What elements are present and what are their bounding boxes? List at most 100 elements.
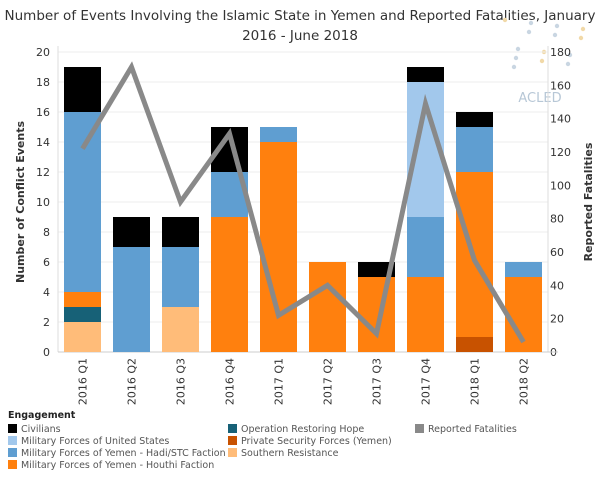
x-tick-label: 2017 Q3 xyxy=(371,358,384,405)
acled-watermark: ACLED xyxy=(518,91,561,106)
watermark-dot xyxy=(526,29,532,35)
y-tick-label: 16 xyxy=(36,106,50,119)
legend-item: Civilians xyxy=(8,424,61,436)
watermark-dot xyxy=(528,20,534,26)
y2-tick-label: 40 xyxy=(550,279,564,292)
bar-segment xyxy=(260,127,297,142)
watermark-dot xyxy=(552,32,558,38)
legend-swatch xyxy=(8,436,17,445)
y-tick-label: 4 xyxy=(43,286,50,299)
bar-segment xyxy=(64,322,101,352)
y-tick-label: 10 xyxy=(36,196,50,209)
legend-swatch xyxy=(8,460,17,469)
legend-label: Civilians xyxy=(21,424,61,435)
bar-segment xyxy=(64,112,101,292)
bar-segment xyxy=(211,217,248,352)
legend-label: Military Forces of United States xyxy=(21,436,170,447)
y-tick-label: 20 xyxy=(36,46,50,59)
legend-label: Southern Resistance xyxy=(241,448,339,459)
y2-tick-label: 140 xyxy=(550,113,571,126)
bar-segment xyxy=(113,247,150,352)
bar-segment xyxy=(505,262,542,277)
watermark-dot xyxy=(567,52,573,58)
y-tick-label: 14 xyxy=(36,136,50,149)
watermark-dot xyxy=(539,58,545,64)
bar-segment xyxy=(309,262,346,352)
watermark-dot xyxy=(515,46,521,52)
legend-item: Private Security Forces (Yemen) xyxy=(228,436,392,448)
y2-tick-label: 80 xyxy=(550,213,564,226)
bar-segment xyxy=(407,67,444,82)
bar-segment xyxy=(260,142,297,352)
y2-tick-label: 20 xyxy=(550,313,564,326)
bar-segment xyxy=(64,292,101,307)
x-tick-label: 2017 Q2 xyxy=(322,358,335,405)
watermark-dot xyxy=(565,61,571,67)
watermark-dot xyxy=(554,23,560,29)
x-tick-label: 2018 Q2 xyxy=(518,358,531,405)
legend-swatch xyxy=(415,424,424,433)
legend-label: Military Forces of Yemen - Houthi Factio… xyxy=(21,460,215,471)
watermark-dot xyxy=(502,17,508,23)
legend-swatch xyxy=(228,436,237,445)
x-tick-label: 2018 Q1 xyxy=(469,358,482,405)
y-tick-label: 8 xyxy=(43,226,50,239)
y2-tick-label: 160 xyxy=(550,79,571,92)
y2-tick-label: 60 xyxy=(550,246,564,259)
legend-swatch xyxy=(8,448,17,457)
legend: Engagement Civilians Military Forces of U… xyxy=(8,410,517,471)
bar-segment xyxy=(456,112,493,127)
y-axis-label: Number of Conflict Events xyxy=(14,121,27,283)
watermark-dot xyxy=(511,64,517,70)
legend-item: Operation Restoring Hope xyxy=(228,424,364,436)
bar-segment xyxy=(64,67,101,112)
y2-tick-label: 180 xyxy=(550,46,571,59)
legend-item: Military Forces of United States xyxy=(8,436,169,448)
watermark-dot xyxy=(580,26,586,32)
x-tick-label: 2016 Q2 xyxy=(126,358,139,405)
y-tick-label: 0 xyxy=(43,346,50,359)
y2-tick-label: 120 xyxy=(550,146,571,159)
bar-segment xyxy=(162,247,199,307)
y-tick-label: 2 xyxy=(43,316,50,329)
legend-item: Military Forces of Yemen - Hadi/STC Fact… xyxy=(8,448,226,460)
bar-segment xyxy=(407,277,444,352)
x-tick-label: 2017 Q1 xyxy=(273,358,286,405)
legend-label: Private Security Forces (Yemen) xyxy=(241,436,392,447)
chart-title: Number of Events Involving the Islamic S… xyxy=(0,6,600,46)
y-tick-label: 6 xyxy=(43,256,50,269)
legend-item: Reported Fatalities xyxy=(415,424,517,436)
x-tick-label: 2016 Q4 xyxy=(224,358,237,405)
legend-label: Reported Fatalities xyxy=(428,424,517,435)
legend-item: Military Forces of Yemen - Houthi Factio… xyxy=(8,460,214,472)
legend-swatch xyxy=(228,448,237,457)
y-tick-label: 18 xyxy=(36,76,50,89)
chart-svg: ACLED02468101214161820020406080100120140… xyxy=(14,17,595,405)
bar-segment xyxy=(358,277,395,352)
watermark-dot xyxy=(578,35,584,41)
x-tick-label: 2016 Q3 xyxy=(175,358,188,405)
x-tick-label: 2017 Q4 xyxy=(420,358,433,405)
x-tick-label: 2016 Q1 xyxy=(77,358,90,405)
bar-segment xyxy=(358,262,395,277)
legend-title: Engagement xyxy=(8,410,76,421)
bar-segment xyxy=(162,307,199,352)
legend-label: Military Forces of Yemen - Hadi/STC Fact… xyxy=(21,448,226,459)
y2-tick-label: 100 xyxy=(550,179,571,192)
legend-swatch xyxy=(228,424,237,433)
bar-segment xyxy=(456,337,493,352)
legend-label: Operation Restoring Hope xyxy=(241,424,365,435)
legend-swatch xyxy=(8,424,17,433)
bar-segment xyxy=(456,127,493,172)
bar-segment xyxy=(162,217,199,247)
chart-title-line-2: 2016 - June 2018 xyxy=(242,28,358,44)
y-tick-label: 12 xyxy=(36,166,50,179)
legend-item: Southern Resistance xyxy=(228,448,338,460)
bar-segment xyxy=(113,217,150,247)
fatalities-line xyxy=(80,61,526,344)
bar-segment xyxy=(64,307,101,322)
y2-axis-label: Reported Fatalities xyxy=(582,142,595,261)
chart-title-line-1: Number of Events Involving the Islamic S… xyxy=(4,8,596,24)
bar-segment xyxy=(407,217,444,277)
watermark-dot xyxy=(513,55,519,61)
